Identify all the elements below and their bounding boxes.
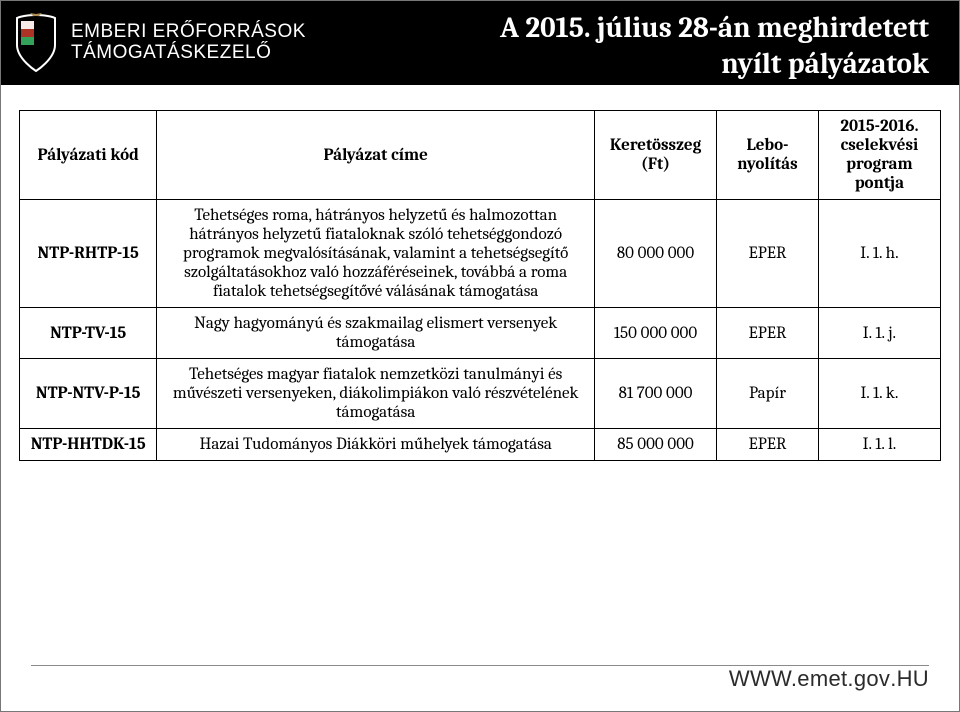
slide-header: EMBERI ERŐFORRÁSOK TÁMOGATÁSKEZELŐ A 201… — [1, 1, 959, 85]
table-row: NTP-TV-15 Nagy hagyományú és szakmailag … — [20, 308, 941, 359]
cell-budget: 80 000 000 — [594, 200, 716, 308]
slide-title: A 2015. július 28-án meghirdetett nyílt … — [500, 11, 929, 84]
cell-mode: EPER — [717, 200, 819, 308]
brand-block: EMBERI ERŐFORRÁSOK TÁMOGATÁSKEZELŐ — [11, 13, 306, 73]
table-row: NTP-NTV-P-15 Tehetséges magyar fiatalok … — [20, 359, 941, 429]
cell-point: I. 1. l. — [818, 429, 940, 461]
brand-text: EMBERI ERŐFORRÁSOK TÁMOGATÁSKEZELŐ — [71, 22, 306, 64]
cell-budget: 85 000 000 — [594, 429, 716, 461]
cell-title: Tehetséges magyar fiatalok nemzetközi ta… — [157, 359, 595, 429]
grants-table: Pályázati kód Pályázat címe Keretösszeg … — [19, 110, 941, 461]
cell-mode: EPER — [717, 308, 819, 359]
cell-point: I. 1. j. — [818, 308, 940, 359]
slide: EMBERI ERŐFORRÁSOK TÁMOGATÁSKEZELŐ A 201… — [0, 0, 960, 712]
cell-title: Tehetséges roma, hátrányos helyzetű és h… — [157, 200, 595, 308]
footer-hu: .HU — [890, 666, 929, 691]
cell-point: I. 1. h. — [818, 200, 940, 308]
crest-icon — [11, 13, 61, 73]
slide-footer: WWW.emet.gov.HU — [1, 647, 959, 711]
brand-line2: TÁMOGATÁSKEZELŐ — [71, 43, 306, 64]
col-header-point: 2015-2016. cselekvési program pontja — [818, 111, 940, 200]
cell-mode: EPER — [717, 429, 819, 461]
cell-budget: 150 000 000 — [594, 308, 716, 359]
brand-line1: EMBERI ERŐFORRÁSOK — [71, 22, 306, 43]
col-header-title: Pályázat címe — [157, 111, 595, 200]
cell-budget: 81 700 000 — [594, 359, 716, 429]
cell-title: Nagy hagyományú és szakmailag elismert v… — [157, 308, 595, 359]
title-line1: A 2015. július 28-án meghirdetett — [500, 11, 929, 47]
col-header-budget: Keretösszeg (Ft) — [594, 111, 716, 200]
table-row: NTP-RHTP-15 Tehetséges roma, hátrányos h… — [20, 200, 941, 308]
content-area: Pályázati kód Pályázat címe Keretösszeg … — [1, 85, 959, 647]
cell-code: NTP-TV-15 — [20, 308, 157, 359]
cell-code: NTP-NTV-P-15 — [20, 359, 157, 429]
title-line2: nyílt pályázatok — [500, 47, 929, 83]
col-header-mode: Lebo-nyolítás — [717, 111, 819, 200]
cell-mode: Papír — [717, 359, 819, 429]
cell-code: NTP-HHTDK-15 — [20, 429, 157, 461]
table-header-row: Pályázati kód Pályázat címe Keretösszeg … — [20, 111, 941, 200]
cell-title: Hazai Tudományos Diákköri műhelyek támog… — [157, 429, 595, 461]
col-header-code: Pályázati kód — [20, 111, 157, 200]
footer-url: WWW.emet.gov.HU — [729, 666, 929, 692]
table-row: NTP-HHTDK-15 Hazai Tudományos Diákköri m… — [20, 429, 941, 461]
cell-point: I. 1. k. — [818, 359, 940, 429]
footer-domain: emet.gov — [797, 666, 890, 691]
cell-code: NTP-RHTP-15 — [20, 200, 157, 308]
footer-www: WWW. — [729, 666, 797, 691]
